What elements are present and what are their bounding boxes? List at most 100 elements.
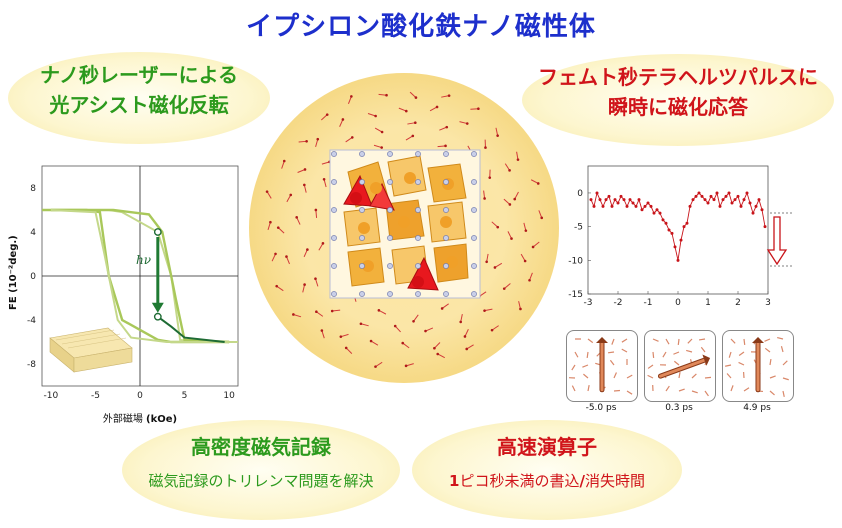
small-spin xyxy=(571,385,576,392)
small-spin xyxy=(730,338,736,344)
page-title: イプシロン酸化鉄ナノ磁性体 xyxy=(246,12,596,42)
small-spin xyxy=(782,377,789,381)
spin-arrow xyxy=(484,308,493,312)
spin-arrow xyxy=(518,301,521,310)
lattice-node xyxy=(387,291,393,297)
response-point xyxy=(589,198,593,202)
response-point xyxy=(607,194,611,198)
spin-arrow xyxy=(286,194,292,203)
spin-arrow-head xyxy=(350,136,354,139)
spin-arrow xyxy=(323,179,327,188)
spin-arrow xyxy=(514,191,519,200)
nanoparticle-illustration xyxy=(249,73,559,383)
response-xtick-label: 0 xyxy=(675,298,681,308)
lattice-node xyxy=(443,263,449,269)
small-spin xyxy=(673,360,680,366)
xlabel-prefix: 外部磁場 xyxy=(103,412,146,425)
small-spin xyxy=(626,390,633,395)
spin-arrow xyxy=(470,108,479,110)
bubble-top-right xyxy=(522,54,834,146)
spin-arrow xyxy=(530,179,539,184)
spin-arrow-head xyxy=(269,220,272,224)
bottom-left-text: 高密度磁気記録 磁気記録のトリレンマ問題を解決 xyxy=(122,432,400,491)
response-xtick-label: 1 xyxy=(705,298,711,308)
spin-arrow xyxy=(321,330,325,339)
lattice-node xyxy=(331,179,337,185)
small-spin xyxy=(704,376,712,379)
spin-arrow-head xyxy=(350,95,353,98)
spin-arrow-head xyxy=(496,134,499,137)
response-point xyxy=(736,194,740,198)
caption-end: 消失時間 xyxy=(584,472,645,490)
spin-arrow-head xyxy=(493,266,497,269)
spin-arrow-head xyxy=(401,341,405,345)
hysteresis-ytick-label: 8 xyxy=(30,184,36,194)
small-spin xyxy=(587,384,590,392)
small-spin xyxy=(582,364,589,368)
small-spin xyxy=(743,387,750,392)
spin-arrow xyxy=(394,325,401,333)
lattice-node xyxy=(471,151,477,157)
spin-arrow xyxy=(441,95,450,98)
top-right-text: フェムト秒テラヘルツパルスに 瞬時に磁化応答 xyxy=(522,62,834,122)
response-point xyxy=(664,221,668,225)
spin-arrow-head xyxy=(341,118,345,121)
response-point xyxy=(691,198,695,202)
response-plot-area xyxy=(587,165,769,295)
spin-arrow-head xyxy=(344,346,348,350)
spin-arrow xyxy=(425,327,434,332)
response-point xyxy=(682,225,686,229)
response-point xyxy=(754,204,758,208)
snapshot-spins xyxy=(725,336,789,397)
spin-arrow-head xyxy=(374,365,377,368)
lattice-node xyxy=(387,151,393,157)
lattice-node xyxy=(415,207,421,213)
lattice-node xyxy=(387,263,393,269)
spin-arrow xyxy=(479,291,487,297)
spin-arrow xyxy=(320,114,328,121)
spin-arrow-head xyxy=(369,339,373,343)
response-point xyxy=(706,201,710,205)
spin-arrow-head xyxy=(380,130,384,134)
spin-arrow xyxy=(398,107,407,112)
spin-arrow xyxy=(523,222,527,231)
spin-arrow xyxy=(378,309,387,315)
small-spin xyxy=(738,361,745,366)
spin-arrow xyxy=(360,323,369,327)
spin-arrow xyxy=(437,145,446,148)
snapshot-panel xyxy=(644,330,716,402)
response-xtick-label: -1 xyxy=(644,298,653,308)
spin-arrow xyxy=(407,122,416,125)
spin-arrow xyxy=(267,222,271,230)
lattice-node xyxy=(415,179,421,185)
small-spin xyxy=(665,385,670,392)
spin-arrow xyxy=(374,127,383,133)
spin-arrow xyxy=(378,93,387,96)
lattice-node xyxy=(387,235,393,241)
spin-arrow-head xyxy=(508,169,511,172)
response-point xyxy=(610,204,614,208)
spin-arrow-head xyxy=(314,208,318,212)
spin-arrow-head xyxy=(303,183,306,187)
small-spin xyxy=(662,351,667,358)
spin-arrow xyxy=(494,262,503,268)
hysteresis-xtick-label: 5 xyxy=(182,391,188,401)
spin-arrow xyxy=(409,91,417,98)
spin-arrow xyxy=(405,363,414,367)
main-spin-arrow-body xyxy=(658,358,706,378)
small-spin xyxy=(743,338,746,346)
lattice-node xyxy=(443,207,449,213)
top-left-text: ナノ秒レーザーによる 光アシスト磁化反転 xyxy=(8,60,270,120)
response-point xyxy=(703,198,707,202)
response-point xyxy=(661,218,665,222)
hysteresis-chart: -10 -5 0 5 10 8 4 0 -4 -8 hν FE (10⁻²deg.) 外部磁場 (… xyxy=(8,165,239,425)
spin-arrow xyxy=(286,256,290,265)
spin-arrow-head xyxy=(325,113,329,116)
response-point xyxy=(619,194,623,198)
response-point xyxy=(640,208,644,212)
response-point xyxy=(700,194,704,198)
spin-arrow-head xyxy=(404,109,408,113)
spin-arrow-head xyxy=(519,307,522,311)
response-point xyxy=(760,208,764,212)
lattice-node xyxy=(359,151,365,157)
